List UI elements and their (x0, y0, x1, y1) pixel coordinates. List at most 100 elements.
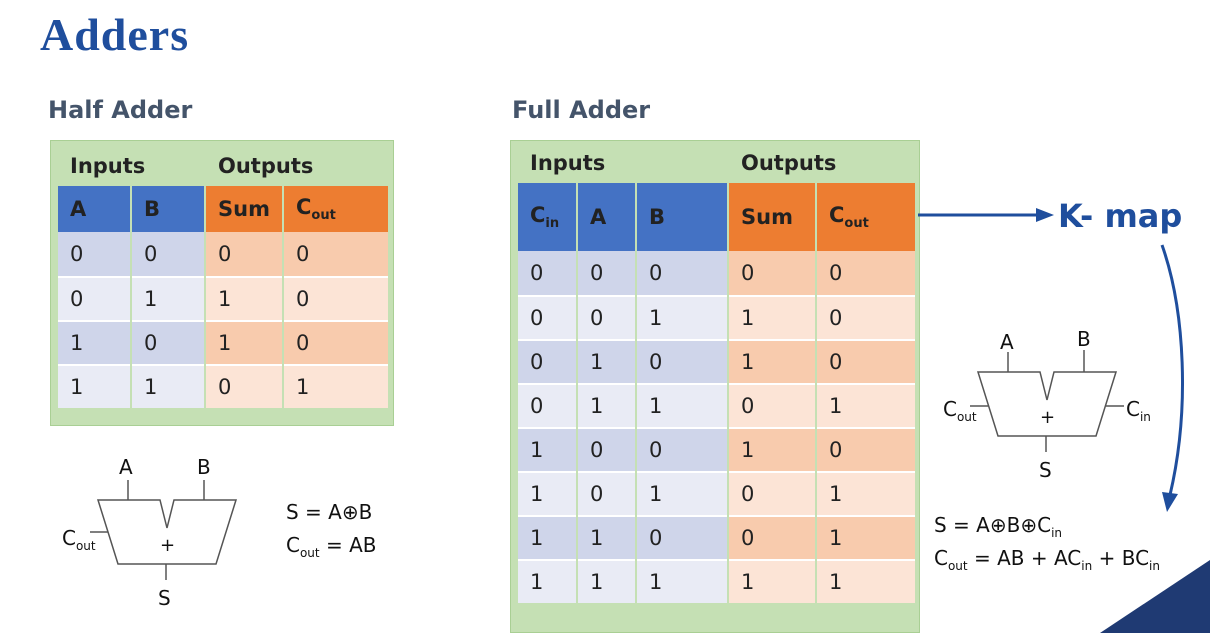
table-cell: 0 (637, 251, 727, 295)
kmap-label: K- map (1058, 197, 1183, 235)
table-cell: 0 (58, 276, 130, 320)
full-adder-label-cin: Cin (1126, 397, 1151, 424)
table-cell: 1 (518, 427, 576, 471)
table-cell: 0 (518, 251, 576, 295)
full-adder-col-header: Cin (518, 183, 576, 251)
full-adder-inputs-group: Inputs (530, 151, 606, 175)
full-adder-col-header: Cout (817, 183, 915, 251)
corner-decoration (1100, 560, 1210, 633)
table-cell: 0 (132, 232, 204, 276)
table-cell: 1 (637, 383, 727, 427)
full-adder-heading: Full Adder (512, 96, 651, 124)
table-cell: 1 (58, 320, 130, 364)
table-cell: 0 (729, 515, 815, 559)
full-adder-label-b: B (1077, 327, 1091, 351)
full-adder-label-cout: Cout (943, 397, 977, 424)
table-cell: 1 (58, 364, 130, 408)
full-adder-col-header: A (578, 183, 635, 251)
table-cell: 1 (132, 276, 204, 320)
table-cell: 1 (132, 364, 204, 408)
table-cell: 0 (518, 295, 576, 339)
table-cell: 0 (729, 251, 815, 295)
table-cell: 0 (817, 295, 915, 339)
table-cell: 1 (578, 559, 635, 603)
full-adder-col-header: Sum (729, 183, 815, 251)
table-cell: 0 (578, 295, 635, 339)
table-cell: 0 (637, 339, 727, 383)
half-adder-col-header: B (132, 186, 204, 232)
half-adder-outputs-group: Outputs (218, 154, 314, 178)
table-cell: 0 (518, 339, 576, 383)
full-adder-label-a: A (1000, 330, 1014, 354)
table-cell: 0 (817, 251, 915, 295)
half-adder-label-s: S (158, 586, 171, 610)
table-cell: 1 (729, 339, 815, 383)
full-adder-col-header: B (637, 183, 727, 251)
table-cell: 0 (518, 383, 576, 427)
half-adder-label-cout: Cout (62, 526, 96, 553)
full-adder-label-s: S (1039, 458, 1052, 482)
full-adder-sum-equation: S = A⊕B⊕Cin (934, 513, 1063, 540)
half-adder-label-plus: + (160, 535, 176, 556)
kmap-curved-arrow (1160, 244, 1184, 512)
table-cell: 0 (58, 232, 130, 276)
table-cell: 0 (637, 427, 727, 471)
table-cell: 0 (817, 339, 915, 383)
table-cell: 1 (637, 559, 727, 603)
full-adder-label-plus: + (1040, 407, 1056, 428)
half-adder-label-b: B (197, 455, 211, 479)
table-cell: 1 (206, 320, 282, 364)
table-cell: 1 (578, 383, 635, 427)
table-cell: 0 (132, 320, 204, 364)
table-cell: 0 (729, 471, 815, 515)
half-adder-heading: Half Adder (48, 96, 193, 124)
table-cell: 1 (637, 471, 727, 515)
table-cell: 1 (637, 295, 727, 339)
table-cell: 0 (284, 276, 388, 320)
table-cell: 0 (578, 427, 635, 471)
table-cell: 1 (518, 515, 576, 559)
table-cell: 1 (817, 471, 915, 515)
half-adder-sum-equation: S = A⊕B (286, 500, 373, 524)
half-adder-label-a: A (119, 455, 133, 479)
half-adder-col-header: Cout (284, 186, 388, 232)
table-cell: 1 (578, 515, 635, 559)
table-cell: 0 (284, 232, 388, 276)
half-adder-col-header: A (58, 186, 130, 232)
full-adder-carry-equation: Cout = AB + ACin + BCin (934, 546, 1160, 573)
table-cell: 1 (206, 276, 282, 320)
full-adder-body (976, 371, 1118, 437)
page-title: Adders (40, 9, 190, 60)
table-cell: 0 (206, 232, 282, 276)
table-cell: 0 (578, 471, 635, 515)
table-cell: 1 (729, 295, 815, 339)
table-cell: 1 (284, 364, 388, 408)
half-adder-inputs-group: Inputs (70, 154, 146, 178)
table-cell: 0 (206, 364, 282, 408)
table-cell: 0 (637, 515, 727, 559)
table-cell: 0 (578, 251, 635, 295)
table-cell: 0 (817, 427, 915, 471)
table-cell: 1 (729, 427, 815, 471)
full-adder-symbol (970, 350, 1124, 452)
table-cell: 1 (578, 339, 635, 383)
kmap-arrow (918, 208, 1054, 222)
table-cell: 1 (518, 559, 576, 603)
table-cell: 1 (729, 559, 815, 603)
table-cell: 1 (518, 471, 576, 515)
half-adder-body (96, 499, 238, 565)
table-cell: 0 (284, 320, 388, 364)
